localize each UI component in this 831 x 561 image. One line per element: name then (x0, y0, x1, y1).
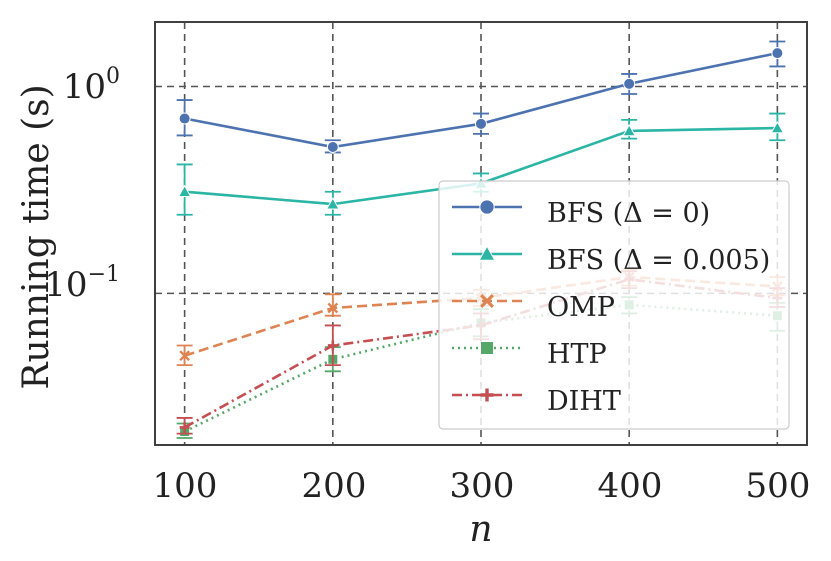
legend-label-bfs-delta-0005: BFS (Δ = 0.005) (547, 245, 770, 276)
x-tick-label: 200 (302, 466, 367, 506)
data-point (326, 140, 339, 153)
x-tick-labels: 100 200 300 400 500 (153, 466, 811, 506)
legend-marker (480, 388, 494, 402)
plot-frame (154, 21, 808, 446)
data-point (327, 340, 338, 351)
legend: BFS (Δ = 0) BFS (Δ = 0.005) OMP HTP DIHT (438, 180, 790, 430)
error-bar (324, 293, 341, 317)
legend-items (452, 199, 522, 402)
x-tick-label: 400 (598, 466, 663, 506)
data-point (178, 112, 191, 125)
legend-box (438, 180, 790, 430)
data-point (177, 184, 192, 198)
x-tick-label: 500 (746, 466, 811, 506)
legend-marker (480, 341, 494, 355)
legend-label-diht: DIHT (547, 386, 621, 417)
y-tick-exponent: 0 (106, 64, 120, 89)
y-tick-label-0.1: 10−1 (44, 262, 120, 305)
data-point (475, 117, 487, 130)
data-point (622, 123, 637, 137)
data-point (325, 197, 340, 210)
y-tick-labels: 10−1 100 (44, 64, 120, 305)
legend-marker (478, 245, 496, 261)
data-point (623, 77, 636, 90)
data-point (179, 350, 190, 362)
y-tick-base: 10 (44, 265, 87, 305)
legend-label-omp: OMP (547, 292, 615, 323)
x-tick-label: 100 (153, 466, 218, 506)
data-point (327, 302, 339, 314)
x-axis-title: n (469, 509, 492, 550)
x-tick-label: 300 (450, 466, 515, 506)
data-point (179, 422, 190, 433)
y-tick-exponent: −1 (88, 262, 120, 287)
legend-label-bfs-delta-0: BFS (Δ = 0) (547, 198, 710, 229)
y-axis-title: Running time (s) (16, 84, 57, 389)
legend-label-htp: HTP (547, 339, 607, 370)
y-tick-label-1: 100 (63, 64, 120, 107)
series-bfs-0 (176, 40, 786, 154)
legend-marker (479, 199, 495, 215)
data-point (771, 47, 784, 60)
data-point (770, 120, 785, 134)
legend-marker (480, 294, 494, 308)
y-tick-base: 10 (63, 67, 106, 107)
